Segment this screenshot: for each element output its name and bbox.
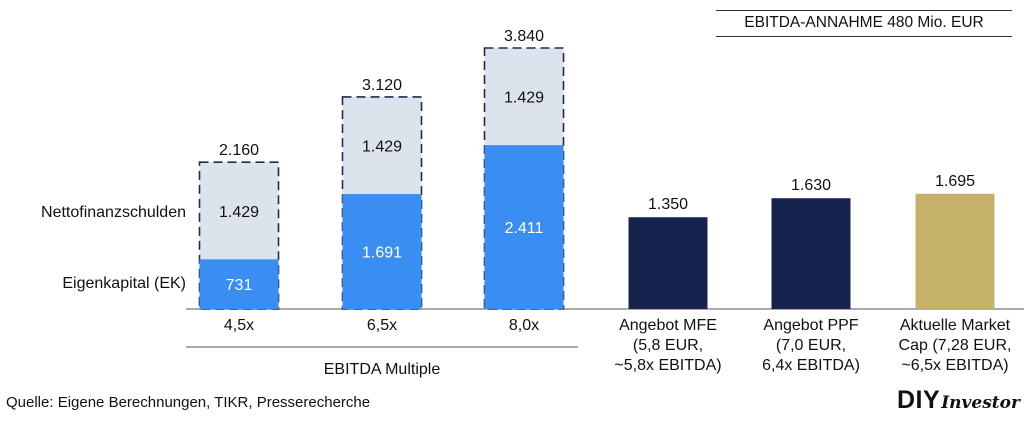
bar-equity-label-8,0x: 2.411 [505,220,544,237]
legend-equity-label: Eigenkapital (EK) [62,275,186,292]
legend-debt-label: Nettofinanzschulden [41,204,186,221]
bar-value-label-mfe: 1.350 [648,196,688,213]
bar-equity-label-4,5x: 731 [226,277,253,294]
bar-mfe [628,217,708,309]
bar-debt-segment-4,5x [199,162,279,260]
x-tick-label-mfe-line2: (5,8 EUR, [633,337,703,354]
assumption-label: EBITDA-ANNAHME 480 Mio. EUR [744,14,984,31]
group-label-ebitda-multiple: EBITDA Multiple [324,361,441,378]
diy-investor-logo: DIYInvestor [897,386,1020,415]
bar-debt-segment-8,0x [484,48,564,146]
logo-text-investor: Investor [941,393,1020,413]
bar-total-label-8,0x: 3.840 [504,28,544,45]
x-tick-label-ppf-line2: (7,0 EUR, [776,337,846,354]
bar-equity-label-6,5x: 1.691 [362,245,402,262]
bar-value-label-ppf: 1.630 [791,177,831,194]
bar-equity-segment-6,5x [342,194,422,309]
x-tick-label-ppf-line3: 6,4x EBITDA) [762,357,860,374]
bar-ppf [771,198,851,309]
x-tick-label-market-line1: Aktuelle Market [900,317,1011,334]
bar-debt-segment-6,5x [342,96,422,195]
x-tick-label-mfe-line1: Angebot MFE [619,317,717,334]
x-tick-label-4,5x: 4,5x [224,317,254,334]
bar-total-label-4,5x: 2.160 [219,142,259,159]
assumption-bottom-rule [716,36,1012,37]
bar-value-label-market: 1.695 [935,173,975,190]
x-tick-label-market-line2: Cap (7,28 EUR, [899,337,1012,354]
logo-text-diy: DIY [897,386,941,414]
x-tick-label-ppf-line1: Angebot PPF [763,317,858,334]
x-tick-label-market-line3: ~6,5x EBITDA) [901,357,1008,374]
x-tick-label-6,5x: 6,5x [367,317,397,334]
bar-debt-label-8,0x: 1.429 [504,90,544,107]
source-note: Quelle: Eigene Berechnungen, TIKR, Press… [6,394,371,411]
bar-total-outline-4,5x [198,161,280,310]
bar-debt-label-4,5x: 1.429 [219,204,259,221]
assumption-top-rule [716,10,1012,11]
x-tick-label-8,0x: 8,0x [509,317,539,334]
bar-equity-segment-8,0x [484,145,564,309]
x-tick-label-mfe-line3: ~5,8x EBITDA) [614,357,721,374]
bar-total-label-6,5x: 3.120 [362,77,402,94]
bar-debt-label-6,5x: 1.429 [362,139,402,156]
bar-market [915,193,995,309]
bar-equity-segment-4,5x [199,259,279,309]
